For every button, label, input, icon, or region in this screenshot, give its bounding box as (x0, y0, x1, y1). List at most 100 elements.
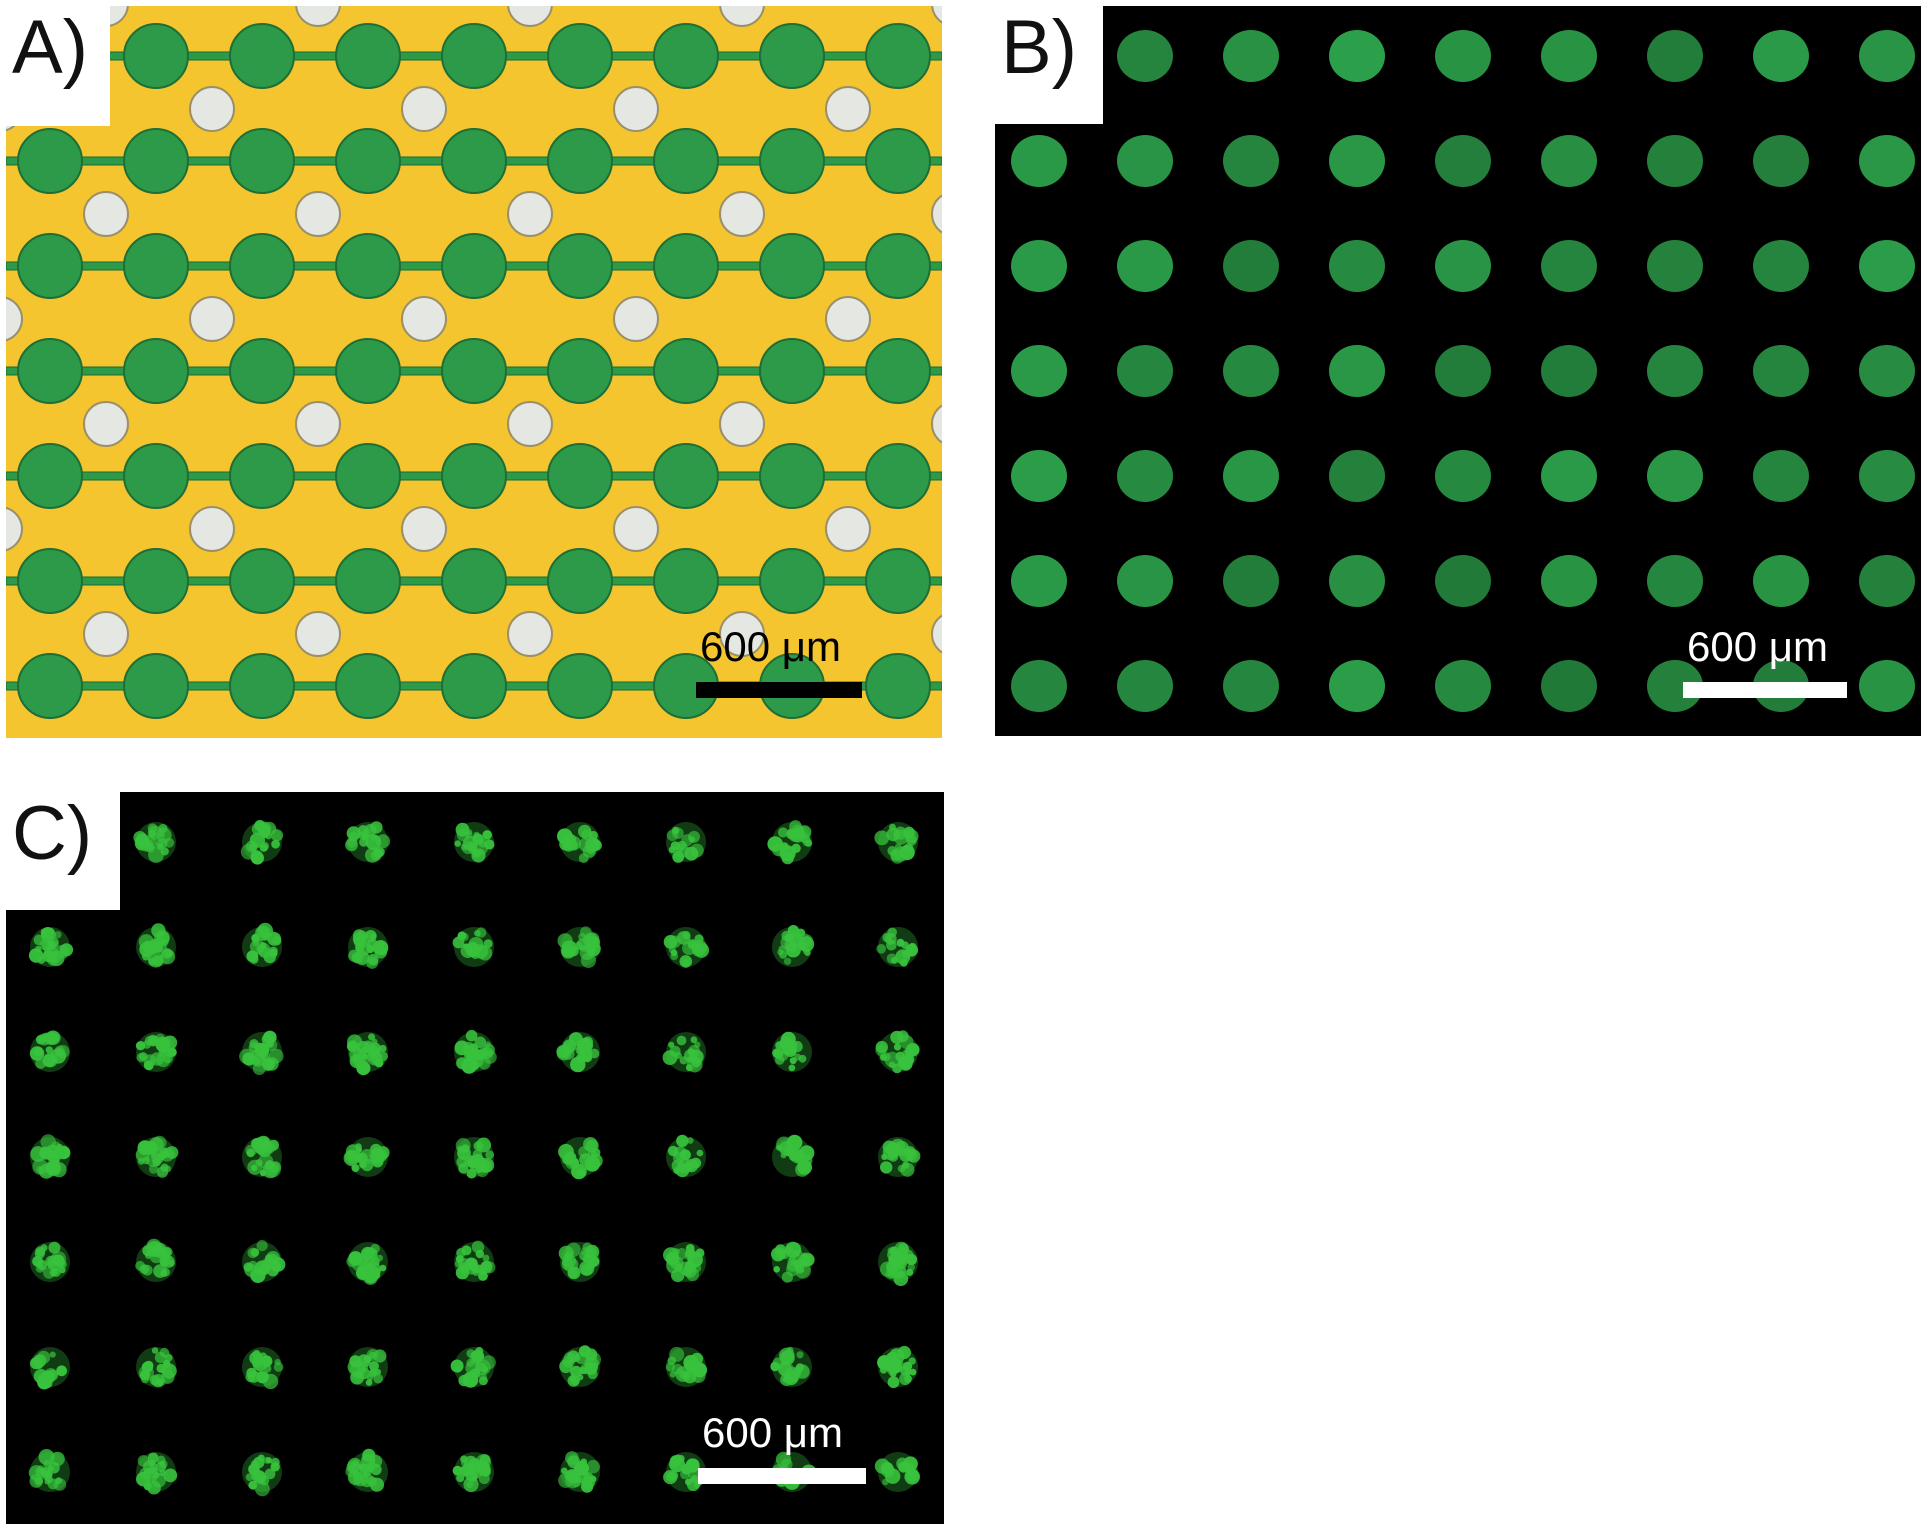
panel-a-well (189, 86, 235, 132)
panel-a-spot (653, 338, 719, 404)
panel-c-colony (454, 1240, 496, 1282)
panel-c-scale-text: 600 μm (702, 1409, 843, 1456)
panel-a-well (719, 191, 765, 237)
panel-c-colony (454, 1029, 497, 1074)
panel-c-colony (135, 1135, 179, 1178)
panel-c-colony (136, 923, 176, 968)
panel-a-well (6, 506, 23, 552)
panel-b-spot (1541, 555, 1597, 607)
panel-c-colony (559, 1345, 601, 1387)
panel-a-spot (229, 653, 295, 719)
panel-a-spot (335, 23, 401, 89)
panel-a-spot (17, 233, 83, 299)
panel-c: C) 600 μm (6, 792, 944, 1524)
panel-b-spot (1223, 660, 1279, 712)
panel-a-spot (441, 443, 507, 509)
panel-b-spot (1859, 660, 1915, 712)
panel-b-spot (1223, 135, 1279, 187)
panel-c-colony (28, 1449, 70, 1492)
panel-a-well (295, 611, 341, 657)
panel-b-spot (1329, 345, 1385, 397)
panel-b-spot (1753, 240, 1809, 292)
panel-b-scale-text: 600 μm (1687, 623, 1828, 670)
panel-c-colony (242, 922, 282, 967)
panel-b-spot (1117, 345, 1173, 397)
panel-c-colony (666, 1134, 706, 1178)
panel-b-spot (1753, 450, 1809, 502)
panel-a-spot (547, 128, 613, 194)
panel-a-label-box: A) (6, 6, 110, 126)
panel-c-colony (878, 1241, 918, 1287)
panel-a-well (401, 86, 447, 132)
panel-b-spot (1329, 30, 1385, 82)
panel-a-spot (335, 233, 401, 299)
panel-c-colony (874, 822, 919, 864)
panel-a-spot (229, 443, 295, 509)
panel-c-colony (874, 1452, 920, 1492)
panel-a-well (401, 506, 447, 552)
panel-a-spot (335, 653, 401, 719)
panel-b-spot (1435, 135, 1491, 187)
panel-a-spot (865, 443, 931, 509)
panel-a-spot (547, 548, 613, 614)
panel-b-spot (1117, 240, 1173, 292)
panel-a-spot (759, 443, 825, 509)
panel-a-spot (653, 443, 719, 509)
panel-c-colony (556, 1032, 600, 1073)
panel-a-spot (335, 443, 401, 509)
panel-a-well (401, 296, 447, 342)
panel-b-spot (1011, 660, 1067, 712)
panel-c-label: C) (12, 792, 93, 876)
panel-c-image (6, 792, 944, 1524)
panel-a-spot (547, 23, 613, 89)
panel-c-colony (345, 1448, 388, 1492)
panel-a-spot (865, 338, 931, 404)
panel-b-spot (1541, 450, 1597, 502)
panel-b-spot (1647, 660, 1703, 712)
panel-a-label: A) (12, 6, 88, 90)
panel-a-well (825, 296, 871, 342)
panel-b-spot (1647, 135, 1703, 187)
panel-a-spot (17, 443, 83, 509)
panel-a-well (931, 404, 942, 444)
panel-a-spot (547, 443, 613, 509)
panel-b-spot (1435, 450, 1491, 502)
panel-a-well (931, 194, 942, 234)
panel-a-spot (123, 128, 189, 194)
panel-a-spot (229, 338, 295, 404)
panel-a-well (507, 401, 553, 447)
panel-b-spot (1011, 240, 1067, 292)
panel-b-label-box: B) (995, 6, 1103, 124)
panel-b-spot (1859, 30, 1915, 82)
panel-b-spot (1541, 345, 1597, 397)
panel-a-spot (229, 23, 295, 89)
panel-a-well (83, 191, 129, 237)
panel-b-spot (1753, 135, 1809, 187)
panel-a-well (931, 6, 942, 24)
panel-a-spot (123, 653, 189, 719)
panel-a-spot (335, 128, 401, 194)
panel-c-colony (772, 925, 815, 967)
panel-b-spot (1223, 555, 1279, 607)
panel-b-spot (1329, 240, 1385, 292)
panel-c-colony (343, 1137, 390, 1177)
panel-a-spot (123, 548, 189, 614)
panel-a-well (83, 401, 129, 447)
panel-c-colony (557, 926, 601, 968)
panel-a: A) 600 μm (6, 6, 942, 738)
panel-c-colony (558, 1451, 600, 1493)
panel-a-spot (123, 338, 189, 404)
panel-b-spot (1329, 135, 1385, 187)
panel-b-spot (1753, 30, 1809, 82)
panel-a-spot (123, 23, 189, 89)
panel-a-spot (17, 653, 83, 719)
panel-c-colony (346, 1032, 389, 1076)
panel-c-colony (346, 1242, 388, 1285)
panel-c-colony (136, 1452, 178, 1495)
panel-b-spot (1541, 240, 1597, 292)
panel-c-colony (662, 1032, 706, 1073)
panel-b-spot (1223, 240, 1279, 292)
panel-c-colony (345, 821, 391, 863)
panel-b-spot (1435, 30, 1491, 82)
panel-a-spot (441, 23, 507, 89)
